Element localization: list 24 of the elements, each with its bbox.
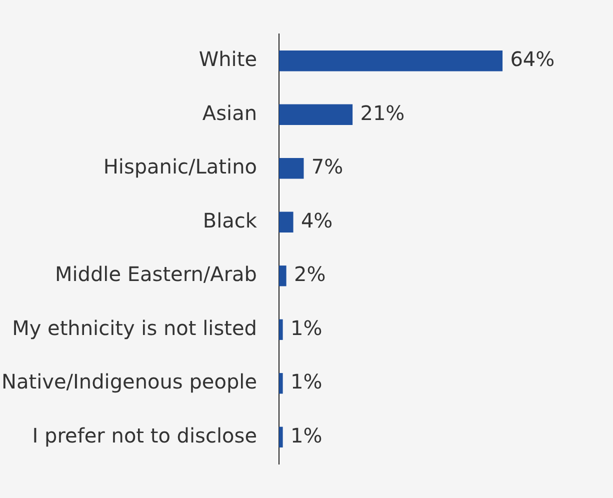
y-tick-label: Hispanic/Latino — [103, 154, 257, 179]
data-label: 1% — [290, 370, 322, 394]
bar — [279, 104, 353, 125]
data-label: 1% — [290, 316, 322, 340]
bar — [279, 212, 294, 232]
y-tick-label: My ethnicity is not listed — [12, 316, 257, 340]
bar — [279, 373, 283, 394]
y-tick-label: Black — [202, 208, 258, 232]
bar — [279, 319, 283, 340]
data-label: 4% — [300, 208, 333, 232]
bar — [279, 266, 286, 286]
data-label: 64% — [510, 47, 555, 72]
bar — [279, 50, 503, 72]
data-label: 1% — [290, 423, 322, 448]
y-tick-label: I prefer not to disclose — [32, 423, 257, 448]
y-tick-label: White — [198, 47, 257, 72]
bar — [279, 426, 283, 448]
data-label: 2% — [294, 262, 326, 286]
data-label: 21% — [360, 100, 405, 125]
y-tick-label: Asian — [202, 100, 257, 125]
data-label: 7% — [311, 154, 344, 179]
y-tick-label: Middle Eastern/Arab — [54, 262, 257, 286]
bar — [279, 158, 304, 179]
y-tick-label: Native/Indigenous people — [2, 370, 257, 394]
